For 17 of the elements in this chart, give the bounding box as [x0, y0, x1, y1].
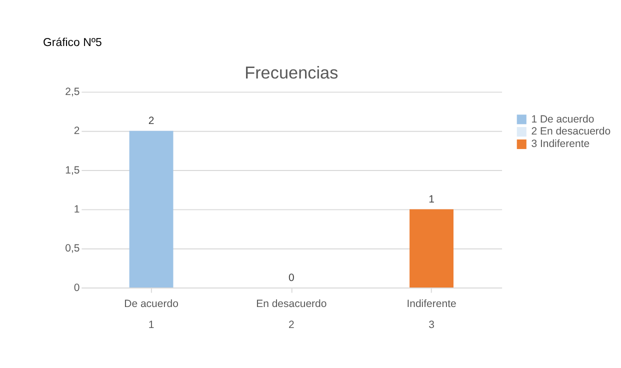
- text: Gráfico Nº5: [42, 36, 102, 49]
- y-tick-label: 1: [74, 204, 80, 216]
- x-tick-label: Indiferente 3: [406, 298, 456, 332]
- x-tick-label: En desacuerdo 2: [256, 298, 327, 332]
- x-tick-label: De acuerdo 1: [124, 298, 179, 332]
- chart-title: Frecuencias: [244, 62, 338, 82]
- y-tick-label: 2: [74, 125, 80, 138]
- data-label: 0: [288, 272, 294, 284]
- y-tick-label: 2,5: [65, 86, 80, 98]
- legend-label: 1 De acuerdo: [531, 113, 594, 126]
- data-label: 1: [428, 194, 435, 206]
- y-tick-label: 0,5: [65, 242, 80, 255]
- y-tick-label: 0: [74, 282, 80, 294]
- legend-label: 3 Indiferente: [531, 138, 590, 150]
- data-label: 2: [148, 115, 154, 128]
- y-tick-label: 1,5: [65, 164, 80, 176]
- legend-label: 2 En desacuerdo: [531, 126, 611, 138]
